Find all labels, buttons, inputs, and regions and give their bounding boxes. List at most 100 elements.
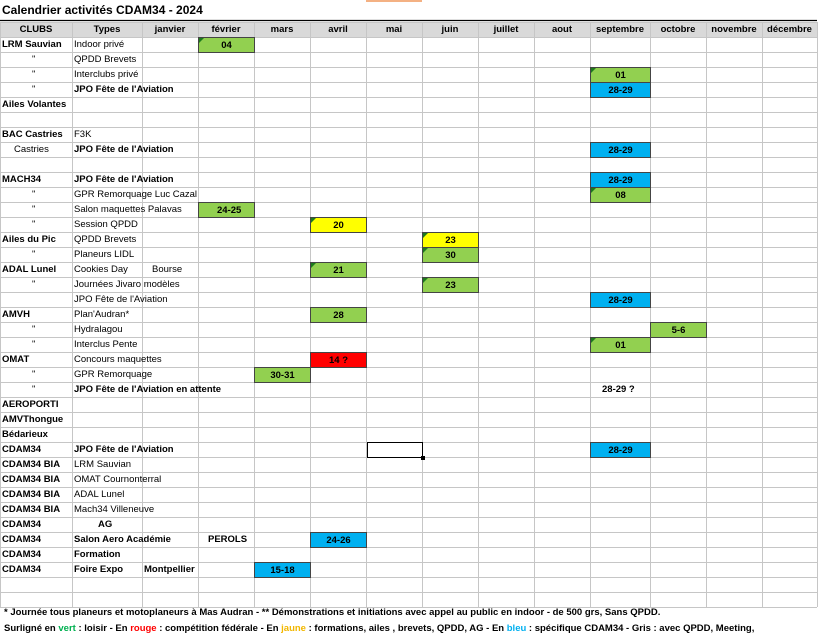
type-cell[interactable]: JPO Fête de l'Aviation bbox=[74, 144, 174, 155]
club-cell[interactable]: AMVThongue bbox=[2, 414, 64, 425]
event-cell[interactable]: 28-29 bbox=[590, 172, 651, 188]
column-header-month[interactable]: aout bbox=[551, 24, 573, 35]
club-cell[interactable]: OMAT bbox=[2, 354, 30, 365]
type-cell[interactable]: Journées Jivaro modèles bbox=[74, 279, 180, 290]
type-cell[interactable]: GPR Remorquage bbox=[74, 369, 153, 380]
column-header-month[interactable]: octobre bbox=[660, 24, 696, 35]
event-cell[interactable]: 04 bbox=[198, 37, 255, 53]
type-cell[interactable]: JPO Fête de l'Aviation bbox=[74, 174, 174, 185]
club-cell[interactable]: AMVH bbox=[2, 309, 30, 320]
type-cell[interactable] bbox=[72, 397, 142, 412]
event-cell[interactable]: 23 bbox=[422, 277, 479, 293]
type-cell[interactable]: GPR Remorquage Luc Cazal bbox=[74, 189, 198, 200]
type-cell[interactable] bbox=[72, 592, 142, 607]
event-cell[interactable]: 28-29 bbox=[590, 142, 651, 158]
club-cell[interactable]: CDAM34 BIA bbox=[2, 489, 61, 500]
type-cell[interactable]: Formation bbox=[74, 549, 121, 560]
type-cell[interactable] bbox=[72, 577, 142, 592]
event-cell[interactable]: 5-6 bbox=[650, 322, 707, 338]
type-cell[interactable]: Concours maquettes bbox=[74, 354, 162, 365]
type-cell[interactable] bbox=[72, 427, 142, 442]
type-cell[interactable]: Salon Aero Académie bbox=[74, 534, 171, 545]
type-cell[interactable]: Indoor privé bbox=[74, 39, 125, 50]
type-cell[interactable]: F3K bbox=[74, 129, 92, 140]
club-cell[interactable]: CDAM34 bbox=[2, 444, 42, 455]
type-extra-cell[interactable]: Montpellier bbox=[144, 564, 195, 575]
event-cell[interactable]: 28-29 bbox=[590, 82, 651, 98]
event-cell[interactable]: 28-29 ? bbox=[590, 382, 651, 398]
type-cell[interactable]: JPO Fête de l'Aviation bbox=[74, 294, 168, 305]
type-cell[interactable]: LRM Sauvian bbox=[74, 459, 132, 470]
club-cell[interactable]: CDAM34 bbox=[2, 534, 42, 545]
type-cell[interactable]: AG bbox=[98, 519, 113, 530]
type-cell[interactable] bbox=[72, 157, 142, 172]
event-cell[interactable]: 20 bbox=[310, 217, 367, 233]
selected-cell[interactable] bbox=[367, 442, 425, 460]
club-cell[interactable]: " bbox=[32, 384, 36, 395]
event-cell[interactable]: 28-29 bbox=[590, 292, 651, 308]
type-cell[interactable] bbox=[72, 112, 142, 127]
column-header-month[interactable]: septembre bbox=[595, 24, 645, 35]
column-header-month[interactable]: juillet bbox=[493, 24, 519, 35]
club-cell[interactable] bbox=[0, 157, 72, 172]
event-cell[interactable]: 24-25 bbox=[198, 202, 255, 218]
club-cell[interactable]: LRM Sauvian bbox=[2, 39, 62, 50]
club-cell[interactable]: CDAM34 bbox=[2, 549, 42, 560]
club-cell[interactable]: AEROPORTI bbox=[2, 399, 59, 410]
column-header-month[interactable]: juin bbox=[441, 24, 459, 35]
event-cell[interactable]: 28 bbox=[310, 307, 367, 323]
club-cell[interactable]: CDAM34 bbox=[2, 519, 42, 530]
type-cell[interactable]: Mach34 Villeneuve bbox=[74, 504, 155, 515]
fill-handle[interactable] bbox=[421, 456, 425, 460]
type-cell[interactable]: JPO Fête de l'Aviation en attente bbox=[74, 384, 222, 395]
column-header-month[interactable]: novembre bbox=[711, 24, 757, 35]
type-cell[interactable]: JPO Fête de l'Aviation bbox=[74, 444, 174, 455]
club-cell[interactable]: " bbox=[32, 54, 36, 65]
club-cell[interactable]: ADAL Lunel bbox=[2, 264, 57, 275]
event-cell[interactable]: 15-18 bbox=[254, 562, 311, 578]
club-cell[interactable]: " bbox=[32, 324, 36, 335]
club-cell[interactable]: CDAM34 bbox=[2, 564, 42, 575]
club-cell[interactable] bbox=[0, 292, 72, 307]
club-cell[interactable]: BAC Castries bbox=[2, 129, 63, 140]
club-cell[interactable] bbox=[0, 112, 72, 127]
club-cell[interactable]: CDAM34 BIA bbox=[2, 474, 61, 485]
column-header-types[interactable]: Types bbox=[93, 24, 121, 35]
event-cell[interactable]: 30-31 bbox=[254, 367, 311, 383]
column-header-month[interactable]: mars bbox=[270, 24, 294, 35]
type-cell[interactable]: Planeurs LIDL bbox=[74, 249, 135, 260]
event-cell[interactable]: 21 bbox=[310, 262, 367, 278]
type-cell[interactable]: QPDD Brevets bbox=[74, 234, 137, 245]
type-cell[interactable]: Salon maquettes Palavas bbox=[74, 204, 182, 215]
type-cell[interactable]: Session QPDD bbox=[74, 219, 138, 230]
column-header-month[interactable]: avril bbox=[328, 24, 348, 35]
club-cell[interactable]: Ailes du Pic bbox=[2, 234, 56, 245]
event-cell[interactable]: 01 bbox=[590, 337, 651, 353]
club-cell[interactable]: CDAM34 BIA bbox=[2, 459, 61, 470]
type-cell[interactable]: Interclus Pente bbox=[74, 339, 138, 350]
column-header-month[interactable]: février bbox=[211, 24, 241, 35]
event-cell[interactable]: 01 bbox=[590, 67, 651, 83]
club-cell[interactable]: CDAM34 BIA bbox=[2, 504, 61, 515]
event-cell[interactable]: 24-26 bbox=[310, 532, 367, 548]
type-cell[interactable]: ADAL Lunel bbox=[74, 489, 125, 500]
event-cell[interactable]: 30 bbox=[422, 247, 479, 263]
club-cell[interactable]: " bbox=[32, 69, 36, 80]
type-extra-cell[interactable]: PEROLS bbox=[208, 534, 248, 545]
type-extra-cell[interactable]: Bourse bbox=[152, 264, 183, 275]
club-cell[interactable]: " bbox=[32, 219, 36, 230]
club-cell[interactable]: Bédarieux bbox=[2, 429, 48, 440]
type-cell[interactable]: Hydralagou bbox=[74, 324, 123, 335]
club-cell[interactable]: " bbox=[32, 189, 36, 200]
club-cell[interactable]: Castries bbox=[14, 144, 49, 155]
type-cell[interactable] bbox=[72, 97, 142, 112]
club-cell[interactable]: " bbox=[32, 279, 36, 290]
type-cell[interactable]: OMAT Cournonterral bbox=[74, 474, 162, 485]
type-cell[interactable]: Cookies Day bbox=[74, 264, 128, 275]
type-cell[interactable] bbox=[72, 412, 142, 427]
club-cell[interactable]: " bbox=[32, 84, 36, 95]
column-header-month[interactable]: décembre bbox=[767, 24, 812, 35]
type-cell[interactable]: JPO Fête de l'Aviation bbox=[74, 84, 174, 95]
club-cell[interactable]: Ailes Volantes bbox=[2, 99, 67, 110]
club-cell[interactable] bbox=[0, 577, 72, 592]
